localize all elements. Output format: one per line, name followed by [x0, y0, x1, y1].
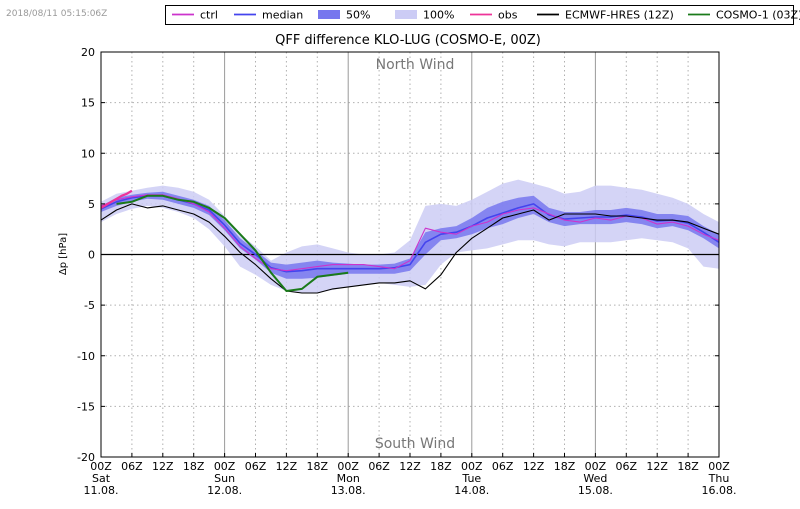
y-tick-label: 20: [81, 46, 95, 59]
annotation-north-wind: North Wind: [376, 57, 455, 73]
y-axis-label: Δp [hPa]: [58, 233, 69, 275]
x-tick-label: 00Z: [90, 460, 112, 473]
legend-label-100: 100%: [423, 9, 454, 22]
x-tick-label: 18Z: [430, 460, 452, 473]
y-tick-label: 15: [81, 97, 95, 110]
y-tick-label: -20: [77, 451, 95, 464]
x-tick-label: 12Z: [152, 460, 174, 473]
x-tick-label: 18Z: [554, 460, 576, 473]
legend-label-50: 50%: [346, 9, 370, 22]
x-tick-label: 12Z: [399, 460, 421, 473]
x-tick-date-label: 16.08.: [702, 484, 737, 497]
series-line-ctrl: [100, 194, 720, 272]
legend-label-obs: obs: [498, 9, 518, 22]
y-tick-label: 5: [88, 198, 95, 211]
legend-label-ecmwf-hres-12z: ECMWF-HRES (12Z): [565, 9, 674, 22]
x-tick-label: 00Z: [708, 460, 730, 473]
x-tick-label: 06Z: [492, 460, 514, 473]
legend-label-median: median: [262, 9, 303, 22]
series-line-obs: [100, 189, 133, 209]
x-tick-label: 18Z: [183, 460, 205, 473]
x-tick-day-label: Sat: [92, 472, 111, 485]
x-tick-date-label: 13.08.: [331, 484, 366, 497]
series-line-ecmwf-hres-12z: [100, 203, 720, 294]
x-tick-label: 06Z: [245, 460, 267, 473]
x-tick-date-label: 12.08.: [207, 484, 242, 497]
x-tick-label: 00Z: [461, 460, 483, 473]
x-tick-date-label: 14.08.: [454, 484, 489, 497]
annotation-south-wind: South Wind: [375, 436, 455, 452]
x-tick-label: 18Z: [307, 460, 329, 473]
x-tick-day-label: Sun: [214, 472, 235, 485]
y-tick-label: -5: [84, 299, 95, 312]
legend-swatch-100: [395, 10, 417, 19]
x-tick-label: 12Z: [646, 460, 668, 473]
x-tick-label: 00Z: [585, 460, 607, 473]
x-tick-label: 18Z: [677, 460, 699, 473]
x-tick-day-label: Wed: [583, 472, 607, 485]
x-tick-date-label: 15.08.: [578, 484, 613, 497]
y-tick-label: 0: [88, 249, 95, 262]
x-tick-label: 06Z: [121, 460, 143, 473]
y-tick-label: 10: [81, 147, 95, 160]
chart-title: QFF difference KLO-LUG (COSMO-E, 00Z): [275, 33, 541, 48]
x-tick-day-label: Thu: [708, 472, 730, 485]
timestamp-label: 2018/08/11 05:15:06Z: [6, 9, 107, 19]
legend-label-cosmo-1-03z: COSMO-1 (03Z): [716, 9, 800, 22]
x-tick-date-label: 11.08.: [84, 484, 119, 497]
legend: ctrl median 50% 100% obs ECMWF-HRES (12Z) COSM…: [165, 5, 800, 25]
x-tick-label: 00Z: [337, 460, 359, 473]
x-tick-label: 06Z: [616, 460, 638, 473]
x-tick-day-label: Tue: [461, 472, 481, 485]
x-tick-label: 06Z: [368, 460, 390, 473]
x-tick-label: 12Z: [523, 460, 545, 473]
y-tick-label: -10: [77, 350, 95, 363]
x-tick-day-label: Mon: [337, 472, 360, 485]
x-tick-label: 00Z: [214, 460, 236, 473]
legend-swatch-50: [318, 10, 340, 19]
legend-label-ctrl: ctrl: [200, 9, 218, 22]
series-layer: [100, 179, 720, 294]
series-line-cosmo-1-03z: [116, 194, 349, 292]
x-tick-label: 12Z: [276, 460, 298, 473]
y-tick-label: -15: [77, 400, 95, 413]
